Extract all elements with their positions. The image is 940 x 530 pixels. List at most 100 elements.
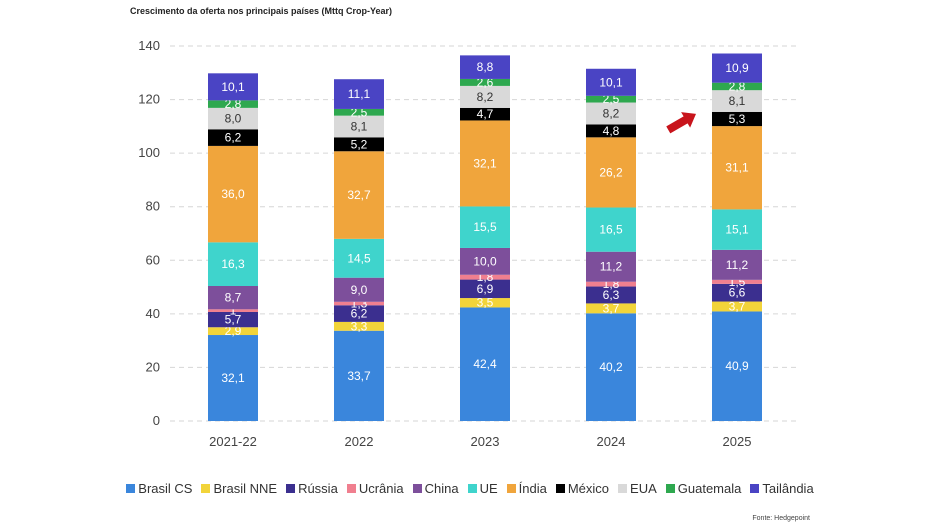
bar-segment xyxy=(460,78,510,86)
data-label: 40,9 xyxy=(725,359,749,373)
legend-item: Guatemala xyxy=(665,481,742,496)
annotation-arrow xyxy=(666,112,696,134)
legend-swatch xyxy=(412,484,422,493)
legend-label: UE xyxy=(479,481,498,496)
legend-label: Brasil CS xyxy=(138,481,193,496)
bar-segment xyxy=(460,307,510,421)
bar-segment xyxy=(208,145,258,243)
data-label: 5,7 xyxy=(225,313,242,327)
y-tick-label: 100 xyxy=(138,145,160,160)
legend-swatch xyxy=(286,484,296,493)
bar-segment xyxy=(208,242,258,286)
data-label: 15,5 xyxy=(473,220,497,234)
bar-segment xyxy=(334,108,384,116)
x-tick-label: 2023 xyxy=(471,434,500,449)
bar-segment xyxy=(586,137,636,208)
y-tick-label: 140 xyxy=(138,38,160,53)
bar-segment xyxy=(586,68,636,96)
legend-swatch xyxy=(750,484,760,493)
y-tick-label: 0 xyxy=(153,413,160,428)
bar-segment xyxy=(586,313,636,421)
bar-segment xyxy=(712,53,762,83)
data-label: 11,2 xyxy=(600,260,623,274)
bar-segment xyxy=(208,286,258,310)
legend-swatch xyxy=(346,484,356,493)
legend-swatch xyxy=(126,484,136,493)
bar-segment xyxy=(334,301,384,306)
bar-segment xyxy=(586,286,636,304)
legend-item: Tailândia xyxy=(750,481,814,496)
bar-segment xyxy=(586,207,636,252)
bar-segment xyxy=(586,281,636,287)
data-label: 3,7 xyxy=(603,301,620,315)
bar-segment xyxy=(460,107,510,121)
legend-label: Guatemala xyxy=(677,481,742,496)
data-label: 3,3 xyxy=(351,319,368,333)
bar-segment xyxy=(208,335,258,421)
data-label: 40,2 xyxy=(599,360,623,374)
data-label: 16,3 xyxy=(221,257,245,271)
data-label: 8,8 xyxy=(477,60,494,74)
legend-item: Índia xyxy=(506,481,547,496)
data-label: 26,2 xyxy=(599,165,623,179)
legend-item: Ucrânia xyxy=(346,481,404,496)
bar-segment xyxy=(586,95,636,103)
x-tick-label: 2021-22 xyxy=(209,434,257,449)
data-label: 16,5 xyxy=(599,223,623,237)
bar-segment xyxy=(712,283,762,302)
legend-label: Índia xyxy=(518,481,547,496)
data-label: 8,0 xyxy=(225,112,242,126)
bar-segment xyxy=(586,124,636,138)
bar-segment xyxy=(712,90,762,112)
data-label: 33,7 xyxy=(347,369,371,383)
data-label: 6,9 xyxy=(477,282,494,296)
legend-swatch xyxy=(467,484,477,493)
bar-segment xyxy=(208,311,258,328)
bar-segment xyxy=(460,85,510,108)
bar-segment xyxy=(208,107,258,130)
data-label: 15,1 xyxy=(725,223,749,237)
legend-label: EUA xyxy=(630,481,657,496)
data-label: 8,2 xyxy=(603,107,620,121)
bar-segment xyxy=(460,298,510,308)
bar-segment xyxy=(712,279,762,284)
data-label: 8,7 xyxy=(225,291,242,305)
bar-segment xyxy=(334,137,384,152)
data-label: 14,5 xyxy=(347,251,371,265)
bar-segment xyxy=(460,279,510,299)
bar-segment xyxy=(208,309,258,312)
data-label: 9,0 xyxy=(351,283,368,297)
chart-title: Crescimento da oferta nos principais paí… xyxy=(130,6,393,16)
data-label: 3,7 xyxy=(729,299,746,313)
legend-item: Brasil CS xyxy=(126,481,192,496)
bar-segment xyxy=(460,274,510,280)
bar-segment xyxy=(712,82,762,91)
bar-segment xyxy=(208,73,258,101)
data-label: 10,9 xyxy=(725,61,749,75)
data-label: 42,4 xyxy=(473,357,497,371)
y-tick-label: 80 xyxy=(146,199,160,214)
data-label: 6,6 xyxy=(729,286,746,300)
data-label: 1 xyxy=(230,304,237,318)
legend-swatch xyxy=(506,484,516,493)
bar-segment xyxy=(460,206,510,248)
bar-segment xyxy=(712,301,762,312)
data-label: 6,2 xyxy=(225,131,242,145)
legend-swatch xyxy=(665,484,675,493)
stacked-bar-chart: 0 20 40 60 80 100 120 140 32,1 2,95,718,7 16,3 36,0… xyxy=(138,38,800,449)
data-label: 5,3 xyxy=(729,112,746,126)
source-note: Fonte: Hedgepoint xyxy=(752,515,810,522)
y-tick-label: 40 xyxy=(146,306,160,321)
legend-label: Tailândia xyxy=(762,481,814,496)
data-label: 32,1 xyxy=(473,156,497,170)
legend-label: Rússia xyxy=(298,481,338,496)
bar-segment xyxy=(334,115,384,138)
legend-item: Rússia xyxy=(286,481,338,496)
legend-item: México xyxy=(555,481,609,496)
legend-swatch xyxy=(618,484,628,493)
bar-segment xyxy=(712,209,762,250)
bar-segment xyxy=(334,330,384,421)
bar-segment xyxy=(586,303,636,314)
bar-segment xyxy=(208,100,258,108)
bar-segment xyxy=(712,311,762,421)
